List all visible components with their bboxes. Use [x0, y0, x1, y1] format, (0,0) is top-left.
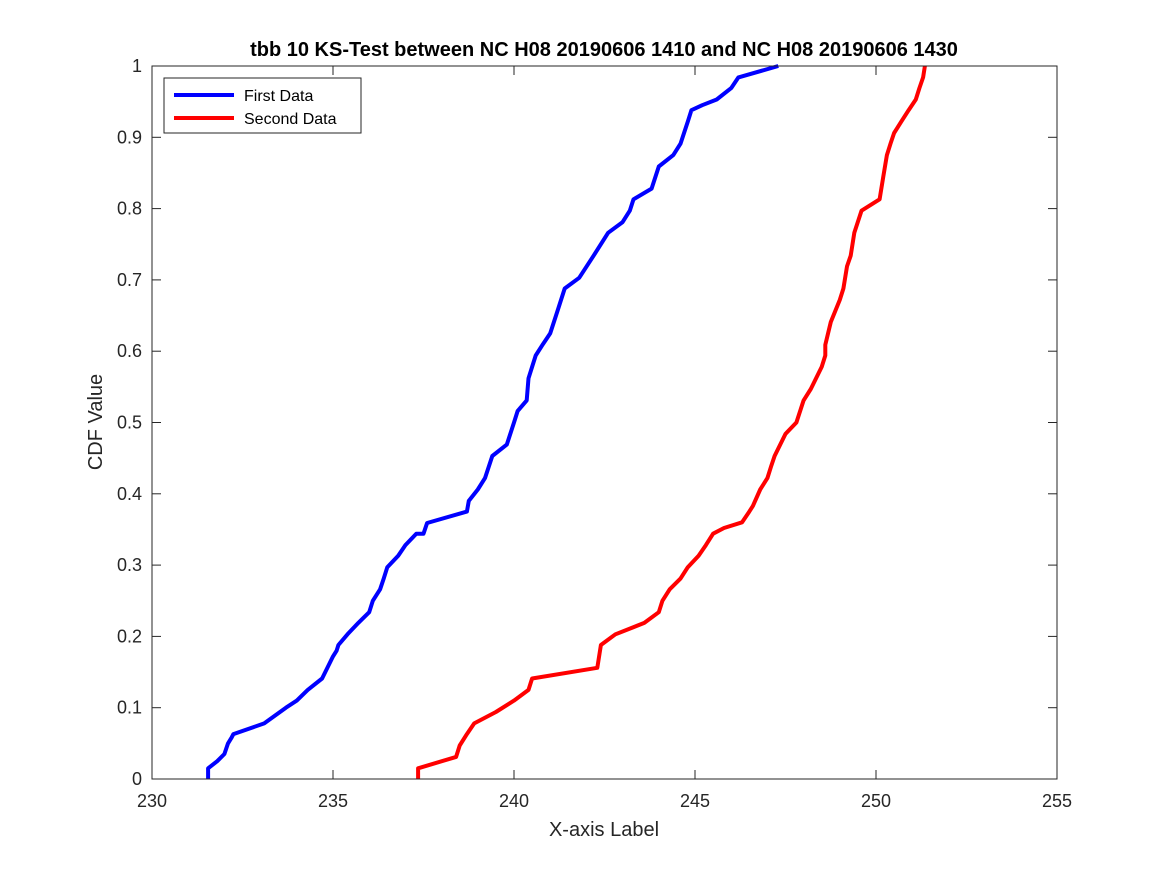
series-line-first-data [206, 64, 779, 779]
y-tick-label: 1 [132, 56, 142, 76]
y-tick-label: 0.1 [117, 698, 142, 718]
x-tick-label: 245 [680, 791, 710, 811]
y-tick-label: 0 [132, 769, 142, 789]
plot-marks [206, 64, 927, 779]
y-tick-label: 0.6 [117, 341, 142, 361]
y-tick-label: 0.7 [117, 270, 142, 290]
legend-box [163, 77, 362, 134]
y-tick-label: 0.5 [117, 413, 142, 433]
x-tick-label: 230 [137, 791, 167, 811]
legend-label-second-data: Second Data [244, 111, 337, 128]
plot-area [152, 66, 1057, 779]
legend-label-first-data: First Data [244, 88, 313, 105]
x-tick-label: 255 [1042, 791, 1072, 811]
y-axis-label: CDF Value [85, 374, 107, 470]
x-tick-label: 240 [499, 791, 529, 811]
x-tick-label: 250 [861, 791, 891, 811]
chart-title: tbb 10 KS-Test between NC H08 20190606 1… [250, 39, 958, 61]
y-tick-label: 0.2 [117, 626, 142, 646]
y-tick-label: 0.3 [117, 555, 142, 575]
x-axis-label: X-axis Label [549, 819, 659, 841]
y-tick-label: 0.4 [117, 484, 142, 504]
x-axis-ticks: 230 235 240 245 250 255 [137, 66, 1072, 811]
x-tick-label: 235 [318, 791, 348, 811]
y-tick-label: 0.9 [117, 127, 142, 147]
y-tick-label: 0.8 [117, 199, 142, 219]
legend: First Data Second Data [163, 77, 362, 134]
series-line-second-data [416, 65, 927, 779]
y-axis-ticks: 0 0.1 0.2 0.3 0.4 0.5 0.6 0.7 0.8 0.9 1 [117, 56, 1057, 789]
